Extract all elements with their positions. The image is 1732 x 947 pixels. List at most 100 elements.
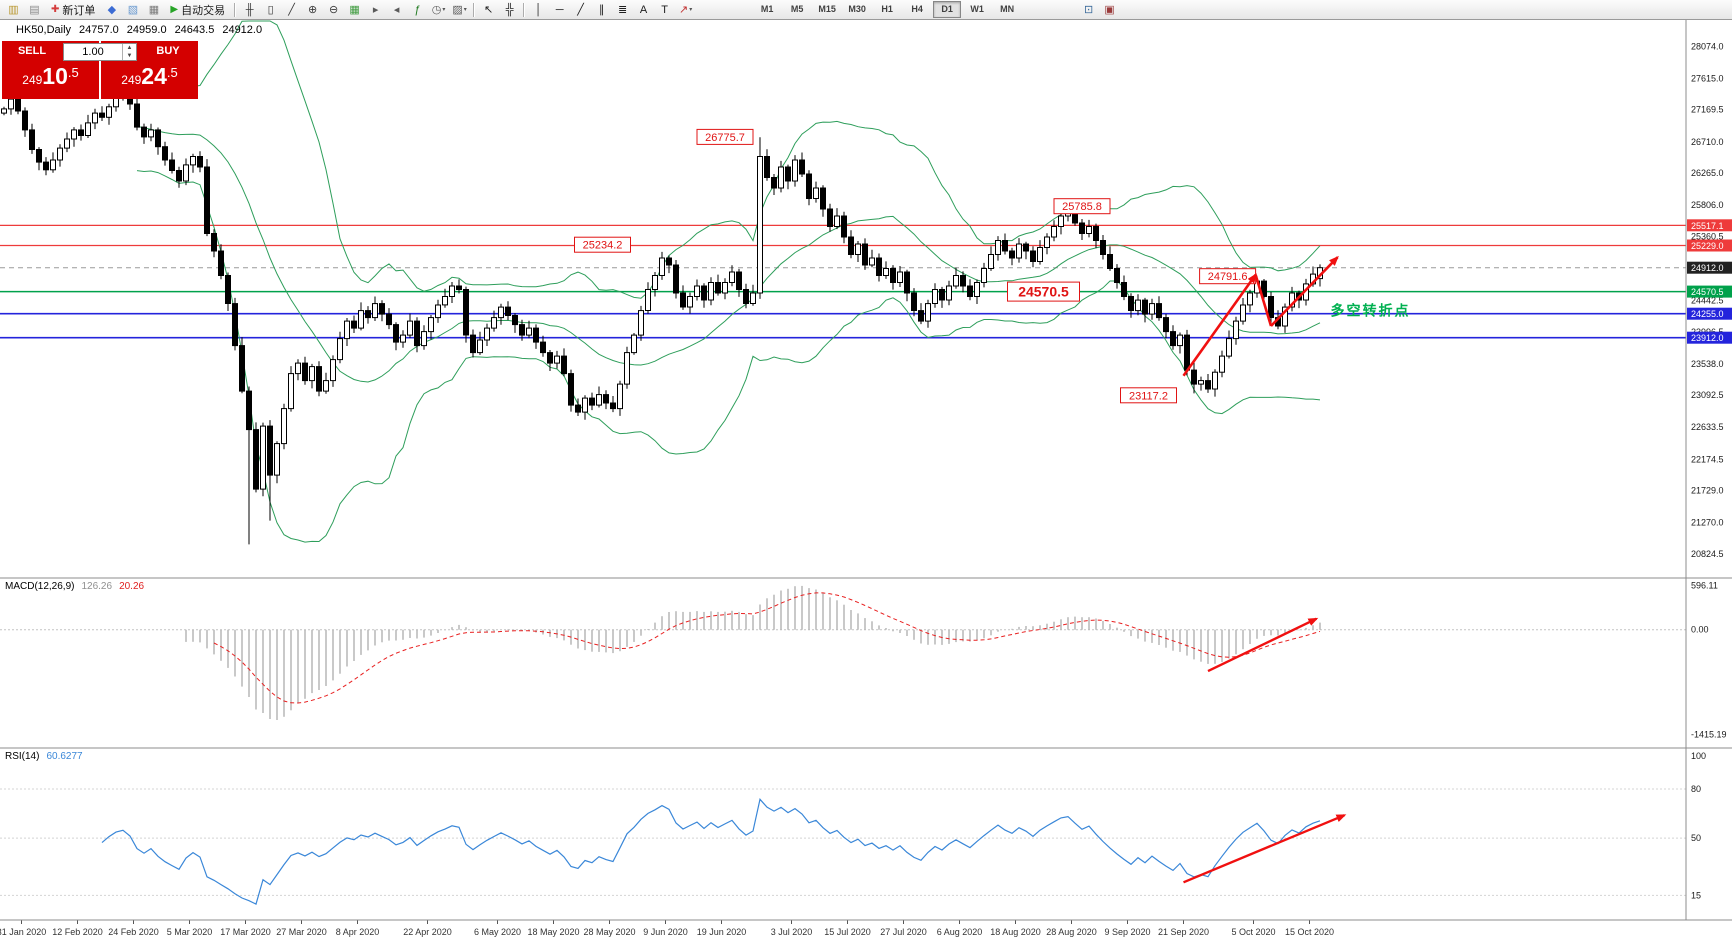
candlestick-chart-icon[interactable]: ▯ [260, 1, 281, 19]
new-order-button[interactable]: ✚ 新订单 [45, 1, 101, 19]
price-annotation[interactable] [696, 128, 754, 145]
buy-label: BUY [156, 45, 180, 57]
terminal-icon[interactable]: ▦ [143, 1, 164, 19]
timeframe-m15[interactable]: M15 [818, 4, 836, 14]
volume-up-icon[interactable]: ▲ [126, 45, 133, 51]
text-label-icon[interactable]: T [654, 1, 675, 19]
svg-text:0.00: 0.00 [1691, 625, 1709, 635]
time-axis[interactable]: 31 Jan 2020 12 Feb 2020 24 Feb 2020 5 Mar 2… [0, 920, 1334, 937]
svg-text:15 Jul 2020: 15 Jul 2020 [824, 927, 871, 937]
templates-dropdown[interactable]: ▨ ▾ [449, 1, 470, 19]
price-axis[interactable]: 28074.0 27615.0 27169.5 26710.0 26265.0 25806… [1685, 20, 1732, 920]
equidistant-channel-icon[interactable]: ∥ [591, 1, 612, 19]
price-annotation[interactable] [1120, 387, 1177, 404]
print-preview-icon[interactable]: ▣ [1099, 1, 1120, 19]
svg-text:28 Aug 2020: 28 Aug 2020 [1046, 927, 1097, 937]
svg-text:26775.7: 26775.7 [705, 132, 745, 144]
zoom-in-glyph: ⊕ [307, 3, 318, 16]
svg-text:5 Oct 2020: 5 Oct 2020 [1231, 927, 1275, 937]
svg-text:15: 15 [1691, 890, 1701, 900]
autotrading-button-icon: ▶ [170, 4, 179, 15]
annotations-layer[interactable]: 26775.7 25785.8 25234.2 24570.5 24791.6 23117… [574, 128, 1411, 884]
timeframe-m1[interactable]: M1 [760, 4, 774, 14]
price-annotation[interactable] [1007, 281, 1080, 302]
navigator-icon[interactable]: ▧ [122, 1, 143, 19]
fibonacci-icon[interactable]: ≣ [612, 1, 633, 19]
text-icon[interactable]: A [633, 1, 654, 19]
volume-input[interactable] [64, 44, 122, 60]
indicators-icon[interactable]: ƒ [407, 1, 428, 19]
timeframe-m5[interactable]: M5 [790, 4, 804, 14]
timeframe-h1[interactable]: H1 [881, 4, 893, 14]
chart-window[interactable]: 26775.7 25785.8 25234.2 24570.5 24791.6 23117… [0, 20, 1732, 947]
rsi-trend-arrow[interactable] [1183, 814, 1347, 884]
candlestick-chart-glyph: ▯ [267, 3, 274, 16]
auto-scroll-icon[interactable]: ▸ [365, 1, 386, 19]
timeframe-m30[interactable]: M30 [848, 4, 866, 14]
svg-text:25785.8: 25785.8 [1062, 201, 1102, 213]
svg-text:22633.5: 22633.5 [1691, 422, 1724, 432]
macd-trend-arrow[interactable] [1207, 617, 1319, 673]
arrows-dropdown-glyph: ↗ [678, 3, 689, 16]
cursor-glyph: ↖ [483, 3, 494, 16]
trend-arrow[interactable] [1254, 274, 1273, 327]
price-annotation[interactable] [1053, 198, 1111, 215]
fullscreen-glyph: ⊡ [1083, 3, 1094, 16]
fullscreen-icon[interactable]: ⊡ [1078, 1, 1099, 19]
arrows-dropdown[interactable]: ↗ ▾ [675, 1, 696, 19]
svg-text:100: 100 [1691, 751, 1706, 761]
svg-text:9 Sep 2020: 9 Sep 2020 [1104, 927, 1150, 937]
chart-profiles-glyph: ▤ [29, 3, 40, 16]
timeframe-h4[interactable]: H4 [911, 4, 923, 14]
timeframe-mn[interactable]: MN [1000, 4, 1015, 14]
svg-text:-1415.19: -1415.19 [1691, 729, 1727, 739]
tile-windows-icon[interactable]: ▦ [344, 1, 365, 19]
timeframe-d1[interactable]: D1 [933, 1, 962, 18]
bar-chart-icon[interactable]: ╫ [239, 1, 260, 19]
svg-text:9 Jun 2020: 9 Jun 2020 [643, 927, 688, 937]
navigator-glyph: ▧ [127, 3, 139, 16]
svg-text:20824.5: 20824.5 [1691, 549, 1724, 559]
zoom-out-icon[interactable]: ⊖ [323, 1, 344, 19]
autotrading-button-label: 自动交易 [181, 4, 226, 17]
volume-down-icon[interactable]: ▼ [126, 53, 133, 59]
new-chart-icon[interactable]: ▥ [3, 1, 24, 19]
autotrading-button[interactable]: ▶ 自动交易 [164, 1, 231, 19]
svg-text:80: 80 [1691, 784, 1701, 794]
trend-arrow[interactable] [1182, 273, 1257, 377]
templates-dropdown-glyph: ▨ [452, 3, 463, 16]
trendline-icon[interactable]: ╱ [570, 1, 591, 19]
vertical-line-icon[interactable]: │ [528, 1, 549, 19]
svg-text:28074.0: 28074.0 [1691, 41, 1724, 51]
svg-text:28 May 2020: 28 May 2020 [583, 927, 635, 937]
turning-point-note[interactable]: 多空转折点 [1331, 303, 1411, 319]
cursor-icon[interactable]: ↖ [478, 1, 499, 19]
zoom-in-icon[interactable]: ⊕ [302, 1, 323, 19]
svg-text:15 Oct 2020: 15 Oct 2020 [1285, 927, 1334, 937]
volume-box: ▲ ▼ [63, 43, 137, 61]
line-chart-icon[interactable]: ╱ [281, 1, 302, 19]
chart-shift-glyph: ◂ [393, 3, 400, 16]
toolbar: ▥ ▤ ✚ 新订单 ◆ ▧ ▦ ▶ 自动交易 ╫ ▯ ╱ ⊕ ⊖ ▦ ▸ ◂ ƒ ◷ ▾ ▨ ▾ ↖ ╬ │ ─ ╱ ∥ ≣ A T ↗ ▾ M1… [0, 0, 1732, 20]
trend-arrow[interactable] [1270, 255, 1339, 327]
text-glyph: A [639, 3, 648, 16]
new-order-button-icon: ✚ [51, 4, 60, 15]
svg-text:17 Mar 2020: 17 Mar 2020 [220, 927, 271, 937]
svg-text:27 Mar 2020: 27 Mar 2020 [276, 927, 327, 937]
candles-layer [1, 86, 1323, 545]
svg-text:18 May 2020: 18 May 2020 [527, 927, 579, 937]
one-click-trading-panel: SELL BUY 24910.5 24924.5 ▲ ▼ [2, 41, 198, 99]
chart-canvas[interactable]: 26775.7 25785.8 25234.2 24570.5 24791.6 23117… [0, 20, 1732, 947]
svg-text:24442.5: 24442.5 [1691, 296, 1724, 306]
svg-text:8 Apr 2020: 8 Apr 2020 [336, 927, 380, 937]
vertical-line-glyph: │ [535, 3, 543, 16]
market-watch-icon[interactable]: ◆ [101, 1, 122, 19]
horizontal-line-icon[interactable]: ─ [549, 1, 570, 19]
svg-text:24791.6: 24791.6 [1208, 271, 1248, 283]
price-annotation[interactable] [574, 236, 631, 253]
crosshair-icon[interactable]: ╬ [499, 1, 520, 19]
chart-profiles-icon[interactable]: ▤ [24, 1, 45, 19]
timeframe-w1[interactable]: W1 [970, 4, 984, 14]
periods-dropdown[interactable]: ◷ ▾ [428, 1, 449, 19]
chart-shift-icon[interactable]: ◂ [386, 1, 407, 19]
